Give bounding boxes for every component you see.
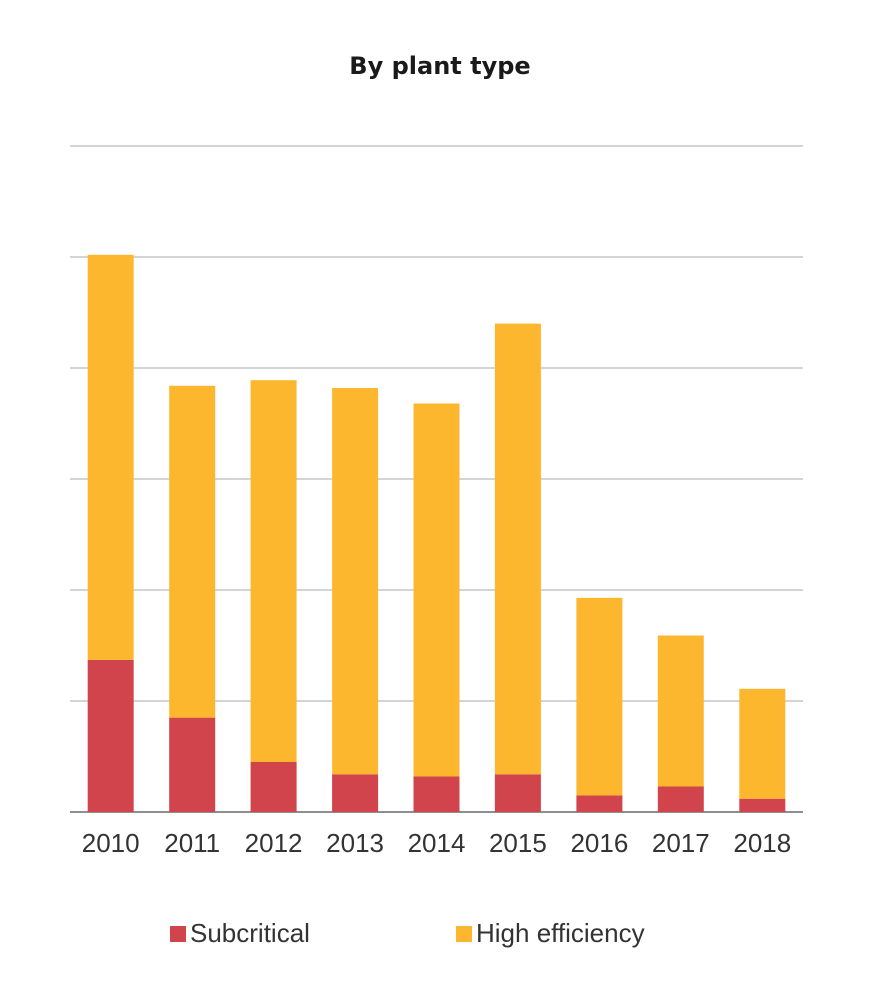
chart-title: By plant type [349, 52, 531, 80]
x-tick-label-2010: 2010 [82, 828, 140, 858]
x-tick-label-2013: 2013 [326, 828, 384, 858]
bar-high-efficiency-2014 [413, 403, 460, 777]
x-tick-label-2016: 2016 [570, 828, 628, 858]
legend-item-high-efficiency: High efficiency [456, 918, 645, 949]
x-tick-label-2011: 2011 [164, 828, 220, 858]
legend: Subcritical High efficiency [0, 918, 880, 958]
legend-swatch-high-efficiency [456, 925, 472, 942]
bar-high-efficiency-2017 [657, 635, 704, 787]
bar-subcritical-2012 [250, 762, 297, 812]
x-tick-labels: 2010 2011 2012 2013 2014 2015 2016 2017 2018 [82, 828, 791, 858]
bar-subcritical-2017 [657, 786, 704, 812]
legend-label-high-efficiency: High efficiency [476, 918, 645, 948]
bar-high-efficiency-2015 [494, 323, 541, 775]
x-tick-label-2014: 2014 [408, 828, 466, 858]
bar-high-efficiency-2016 [576, 597, 623, 796]
x-tick-label-2018: 2018 [733, 828, 791, 858]
legend-item-subcritical: Subcritical [170, 918, 310, 949]
bar-subcritical-2016 [576, 795, 623, 812]
bar-high-efficiency-2010 [87, 254, 134, 660]
bar-subcritical-2015 [494, 774, 541, 812]
x-tick-label-2012: 2012 [245, 828, 303, 858]
bar-subcritical-2010 [87, 659, 134, 812]
bar-high-efficiency-2013 [332, 388, 379, 775]
bar-subcritical-2013 [332, 774, 379, 812]
bars [87, 254, 786, 812]
bar-subcritical-2018 [739, 798, 786, 812]
legend-swatch-subcritical [170, 925, 186, 942]
bar-subcritical-2011 [169, 717, 216, 812]
x-tick-label-2017: 2017 [652, 828, 710, 858]
bar-subcritical-2014 [413, 776, 460, 812]
bar-high-efficiency-2012 [250, 380, 297, 762]
legend-label-subcritical: Subcritical [190, 918, 310, 948]
bar-high-efficiency-2011 [169, 385, 216, 718]
x-tick-label-2015: 2015 [489, 828, 547, 858]
bar-high-efficiency-2018 [739, 688, 786, 799]
